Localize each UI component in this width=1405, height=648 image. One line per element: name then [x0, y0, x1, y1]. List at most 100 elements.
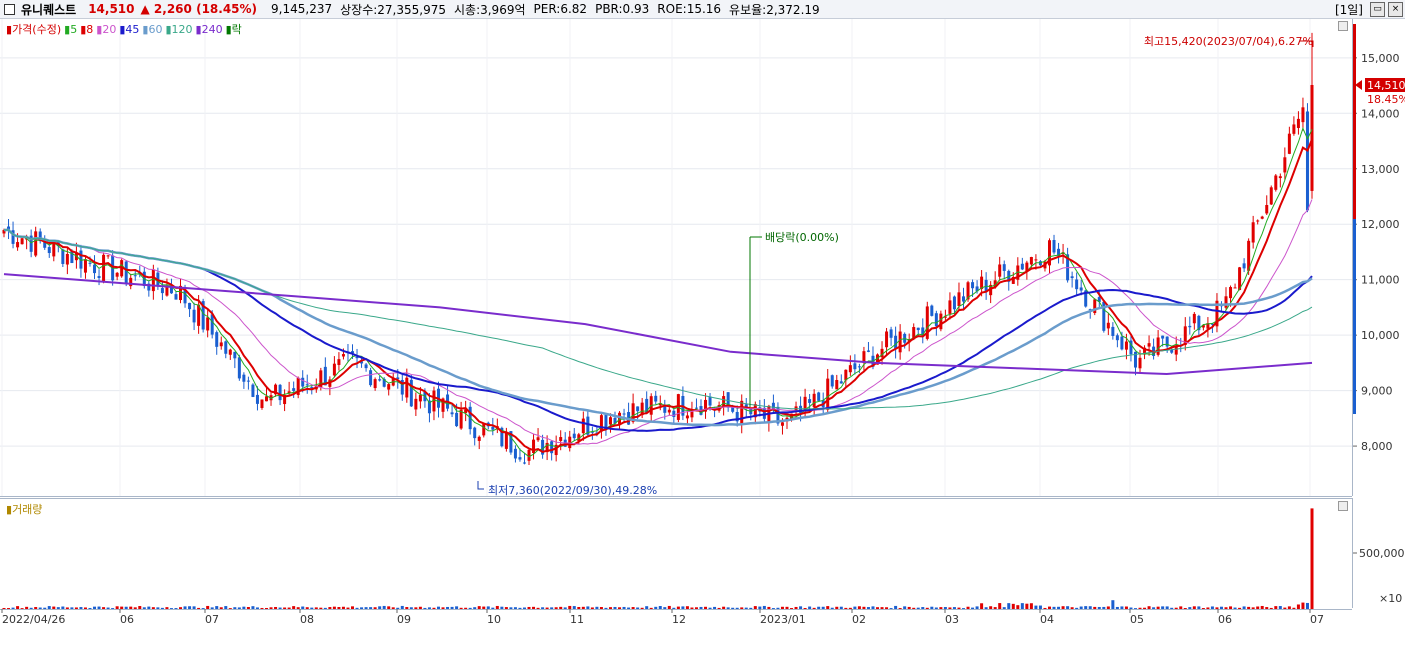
volume-bar [156, 607, 160, 609]
candle-body [188, 302, 192, 310]
legend-ma20[interactable]: ▮20 [96, 22, 117, 36]
x-tick-label: 12 [672, 613, 686, 626]
volume-bar [332, 606, 336, 609]
volume-bar [147, 606, 151, 609]
candle-body [604, 414, 608, 429]
legend-price[interactable]: ▮가격(수정) [6, 23, 62, 36]
volume-menu-button[interactable] [1338, 501, 1348, 511]
volume-bar [133, 607, 137, 609]
close-icon[interactable]: × [1388, 2, 1403, 17]
axis-down-bar [1353, 219, 1356, 414]
candle-body [7, 226, 11, 230]
volume-bar [848, 607, 852, 609]
legend-volume[interactable]: ▮거래량 [6, 503, 43, 516]
volume-bar [726, 607, 730, 609]
candle-body [1075, 279, 1079, 290]
candle-body [52, 240, 56, 257]
candle-body [504, 431, 508, 449]
legend-exdiv[interactable]: ▮락 [225, 23, 242, 36]
volume-bar [1292, 607, 1296, 609]
volume-bar [790, 608, 794, 609]
x-tick-label: 09 [397, 613, 411, 626]
legend-ma120[interactable]: ▮120 [165, 22, 193, 36]
candle-body [29, 235, 33, 252]
period-selector[interactable]: [1일] [1334, 3, 1363, 17]
volume-bar [536, 607, 540, 609]
volume-bar [631, 607, 635, 609]
candle-body [1079, 287, 1083, 291]
volume-bar [79, 607, 83, 609]
candle-body [771, 402, 775, 410]
price-tick-label: 9,000 [1361, 385, 1393, 398]
restore-icon[interactable]: ▭ [1370, 2, 1385, 17]
candle-body [799, 405, 803, 413]
legend-ma8[interactable]: ▮8 [80, 22, 94, 36]
volume-bar [1192, 606, 1196, 609]
candle-body [989, 284, 993, 296]
volume-bar [423, 607, 427, 609]
candle-body [251, 384, 255, 397]
volume-bar [1029, 603, 1033, 609]
volume-panel[interactable]: ▮거래량 [0, 498, 1352, 610]
panel-menu-button[interactable] [1338, 21, 1348, 31]
candle-body [124, 261, 128, 283]
candle-body [663, 405, 667, 413]
volume-bar [97, 606, 101, 609]
volume-bar [685, 606, 689, 609]
volume-bar [160, 607, 164, 609]
volume-bar [246, 607, 250, 609]
candle-body [350, 351, 354, 354]
volume-bar [672, 607, 676, 609]
candle-body [147, 283, 151, 291]
volume-bar [364, 607, 368, 609]
candle-body [1156, 337, 1160, 355]
legend-ma60[interactable]: ▮60 [142, 22, 163, 36]
volume-bar [228, 608, 232, 609]
volume-bar [1016, 605, 1020, 609]
volume-bar [776, 607, 780, 609]
candle-body [1115, 335, 1119, 341]
volume-bar [274, 606, 278, 609]
current-price-box [1365, 78, 1405, 93]
volume-bar [808, 606, 812, 609]
volume-bar [1097, 606, 1101, 609]
candle-body [952, 296, 956, 310]
volume-bar [925, 607, 929, 609]
volume-bar [350, 606, 354, 609]
candle-body [296, 377, 300, 395]
volume-bar [206, 605, 210, 609]
candle-body [414, 398, 418, 410]
volume-bar [1265, 607, 1269, 609]
per-value: PER:6.82 [533, 2, 588, 16]
volume-bar [921, 607, 925, 609]
legend-ma45[interactable]: ▮45 [119, 22, 140, 36]
volume-bar [201, 608, 205, 609]
volume-chart[interactable] [0, 499, 1352, 609]
candle-body [912, 327, 916, 340]
price-chart-panel[interactable]: 최고15,420(2023/07/04),6.27% 최저7,360(2022/0… [0, 19, 1352, 497]
candle-body [382, 378, 386, 387]
volume-bar [310, 607, 314, 609]
candle-body [975, 286, 979, 292]
checkbox[interactable] [4, 3, 15, 15]
x-tick-label: 05 [1130, 613, 1144, 626]
volume-bar [93, 606, 97, 609]
candle-body [1088, 309, 1092, 311]
legend-ma5[interactable]: ▮5 [64, 22, 78, 36]
candle-body [2, 230, 6, 234]
volume-bar [522, 607, 526, 609]
volume-bar [102, 607, 106, 609]
volume-bar [1047, 606, 1051, 609]
candle-body [97, 276, 101, 279]
volume-bar [762, 605, 766, 609]
volume-bar [740, 607, 744, 609]
legend-ma240[interactable]: ▮240 [195, 22, 223, 36]
volume-bar [559, 606, 563, 609]
volume-bar [1296, 604, 1300, 609]
price-chart[interactable]: 최고15,420(2023/07/04),6.27% 최저7,360(2022/0… [0, 19, 1352, 497]
volume-bar [572, 606, 576, 609]
volume-bar [980, 603, 984, 609]
candle-body [1296, 118, 1300, 128]
candle-body [694, 407, 698, 409]
candle-body [826, 378, 830, 410]
